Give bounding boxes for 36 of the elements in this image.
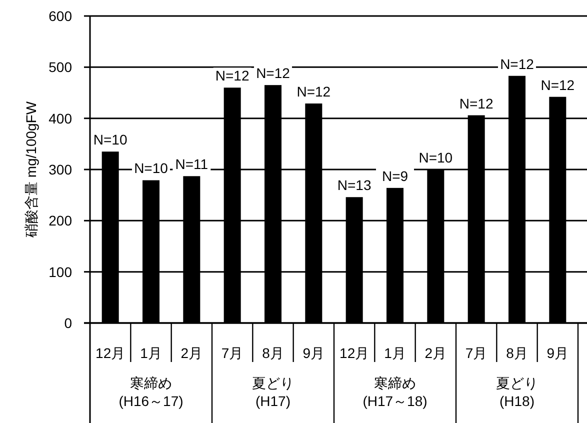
y-tick-label: 600 xyxy=(48,8,72,24)
y-tick-label: 100 xyxy=(48,264,72,280)
annotation: N=11 xyxy=(175,156,208,172)
x-tick-label: 7月 xyxy=(221,345,244,361)
y-tick-label: 200 xyxy=(48,212,72,229)
annotation: N=12 xyxy=(500,56,534,72)
y-axis-title: 硝酸含量 mg/100gFW xyxy=(23,100,39,239)
x-tick-label: 8月 xyxy=(262,345,284,361)
x-tick-label: 12月 xyxy=(340,345,370,361)
text: 夏どり (H17) xyxy=(252,375,294,410)
x-tick-label: 7月 xyxy=(465,345,488,361)
x-tick-label: 1月 xyxy=(140,345,162,361)
x-tick-label: 8月 xyxy=(506,345,528,361)
x-tick-label: 1月 xyxy=(384,345,406,361)
y-tick-label: 400 xyxy=(48,110,72,126)
x-tick-label: 2月 xyxy=(180,345,203,361)
annotation: N=12 xyxy=(296,83,331,100)
annotation: N=12 xyxy=(459,95,494,112)
x-tick-label: 9月 xyxy=(302,345,325,361)
x-tick-label: 2月 xyxy=(424,345,447,361)
annotation: N=10 xyxy=(93,132,128,148)
y-tick-label: 0 xyxy=(64,315,72,331)
x-tick-label: 12月 xyxy=(96,345,126,361)
annotation: N=12 xyxy=(215,68,250,84)
x-tick-label: 9月 xyxy=(546,345,569,361)
annotation: N=10 xyxy=(134,160,168,176)
annotation: N=10 xyxy=(418,150,453,166)
annotation: N=13 xyxy=(337,177,372,194)
annotation: N=12 xyxy=(540,76,575,93)
y-tick-label: 300 xyxy=(48,162,72,178)
y-tick-label: 500 xyxy=(48,59,72,76)
text: 夏どり (H18) xyxy=(496,375,538,410)
annotation: N=9 xyxy=(382,168,408,184)
text: 寒締め (H17～18) xyxy=(362,375,428,410)
text: 寒締め (H16～17) xyxy=(118,375,184,410)
annotation: N=12 xyxy=(256,65,290,82)
